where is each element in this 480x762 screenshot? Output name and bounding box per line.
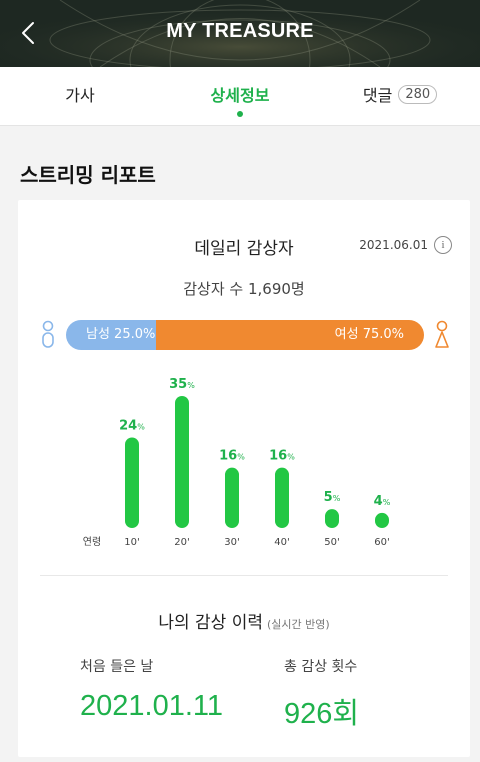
tab-details[interactable]: 상세정보 bbox=[160, 67, 320, 125]
first-listen-label: 처음 들은 날 bbox=[80, 659, 154, 675]
history-title-text: 나의 감상 이력 bbox=[158, 613, 263, 633]
tab-divider bbox=[0, 125, 480, 133]
history-title: 나의 감상 이력 (실시간 반영) bbox=[18, 608, 470, 633]
first-listen-value: 2021.01.11 bbox=[80, 690, 223, 722]
age-tick-label: 10' bbox=[124, 537, 139, 548]
tab-details-label: 상세정보 bbox=[210, 86, 270, 105]
daily-listeners-title: 데일리 감상자 bbox=[194, 239, 294, 259]
tab-comments[interactable]: 댓글 280 bbox=[320, 67, 480, 125]
streaming-report-section: 스트리밍 리포트 데일리 감상자 2021.06.01 i 감상자 수 1,69… bbox=[0, 133, 480, 762]
age-bar-4 bbox=[325, 509, 339, 528]
age-bar-value-label: 24% bbox=[119, 418, 145, 433]
history-subtitle: (실시간 반영) bbox=[266, 618, 330, 631]
age-bar-value-label: 16% bbox=[269, 449, 295, 464]
active-tab-indicator bbox=[237, 111, 243, 117]
header-background bbox=[0, 0, 480, 67]
total-plays-value: 926회 bbox=[284, 698, 360, 730]
age-distribution-chart: 연령 24% 10' 35% 20' 16% 30' 16% 40' 5% 50' 4% 60' bbox=[83, 377, 391, 548]
age-bar-2 bbox=[225, 467, 239, 528]
back-button[interactable] bbox=[14, 18, 44, 48]
section-title: 스트리밍 리포트 bbox=[20, 163, 156, 187]
total-plays-label: 총 감상 횟수 bbox=[284, 659, 358, 675]
tab-lyrics[interactable]: 가사 bbox=[0, 67, 160, 125]
age-bar-value-label: 4% bbox=[374, 494, 391, 509]
age-tick-label: 20' bbox=[174, 537, 189, 548]
age-bar-value-label: 5% bbox=[324, 490, 341, 505]
female-segment: 여성 75.0% bbox=[155, 320, 424, 350]
age-tick-label: 60' bbox=[374, 537, 389, 548]
app-header: MY TREASURE bbox=[0, 0, 480, 67]
age-bar-3 bbox=[275, 467, 289, 528]
report-date: 2021.06.01 bbox=[359, 238, 428, 252]
chevron-left-icon bbox=[22, 22, 34, 44]
age-tick-label: 40' bbox=[274, 537, 289, 548]
male-segment: 남성 25.0% bbox=[66, 320, 156, 350]
male-icon bbox=[42, 320, 54, 348]
report-card: 데일리 감상자 2021.06.01 i 감상자 수 1,690명 남성 25.… bbox=[18, 200, 470, 757]
page-title: MY TREASURE bbox=[166, 20, 314, 42]
gender-ratio-bar: 남성 25.0% 여성 75.0% bbox=[66, 320, 424, 350]
tab-bar: 가사 상세정보 댓글 280 bbox=[0, 67, 480, 125]
comment-count-badge: 280 bbox=[398, 84, 438, 104]
age-bar-value-label: 35% bbox=[169, 377, 195, 392]
listener-count: 감상자 수 1,690명 bbox=[183, 280, 305, 298]
age-bar-value-label: 16% bbox=[219, 449, 245, 464]
tab-lyrics-label: 가사 bbox=[65, 86, 95, 105]
age-bar-1 bbox=[175, 396, 189, 528]
x-axis-label: 연령 bbox=[83, 536, 101, 548]
tab-comments-label: 댓글 bbox=[362, 86, 393, 105]
age-bar-5 bbox=[375, 512, 389, 528]
age-bar-0 bbox=[125, 437, 139, 528]
divider bbox=[40, 575, 448, 576]
age-tick-label: 30' bbox=[224, 537, 239, 548]
info-icon[interactable]: i bbox=[434, 236, 452, 254]
female-icon bbox=[435, 320, 449, 348]
age-tick-label: 50' bbox=[324, 537, 339, 548]
